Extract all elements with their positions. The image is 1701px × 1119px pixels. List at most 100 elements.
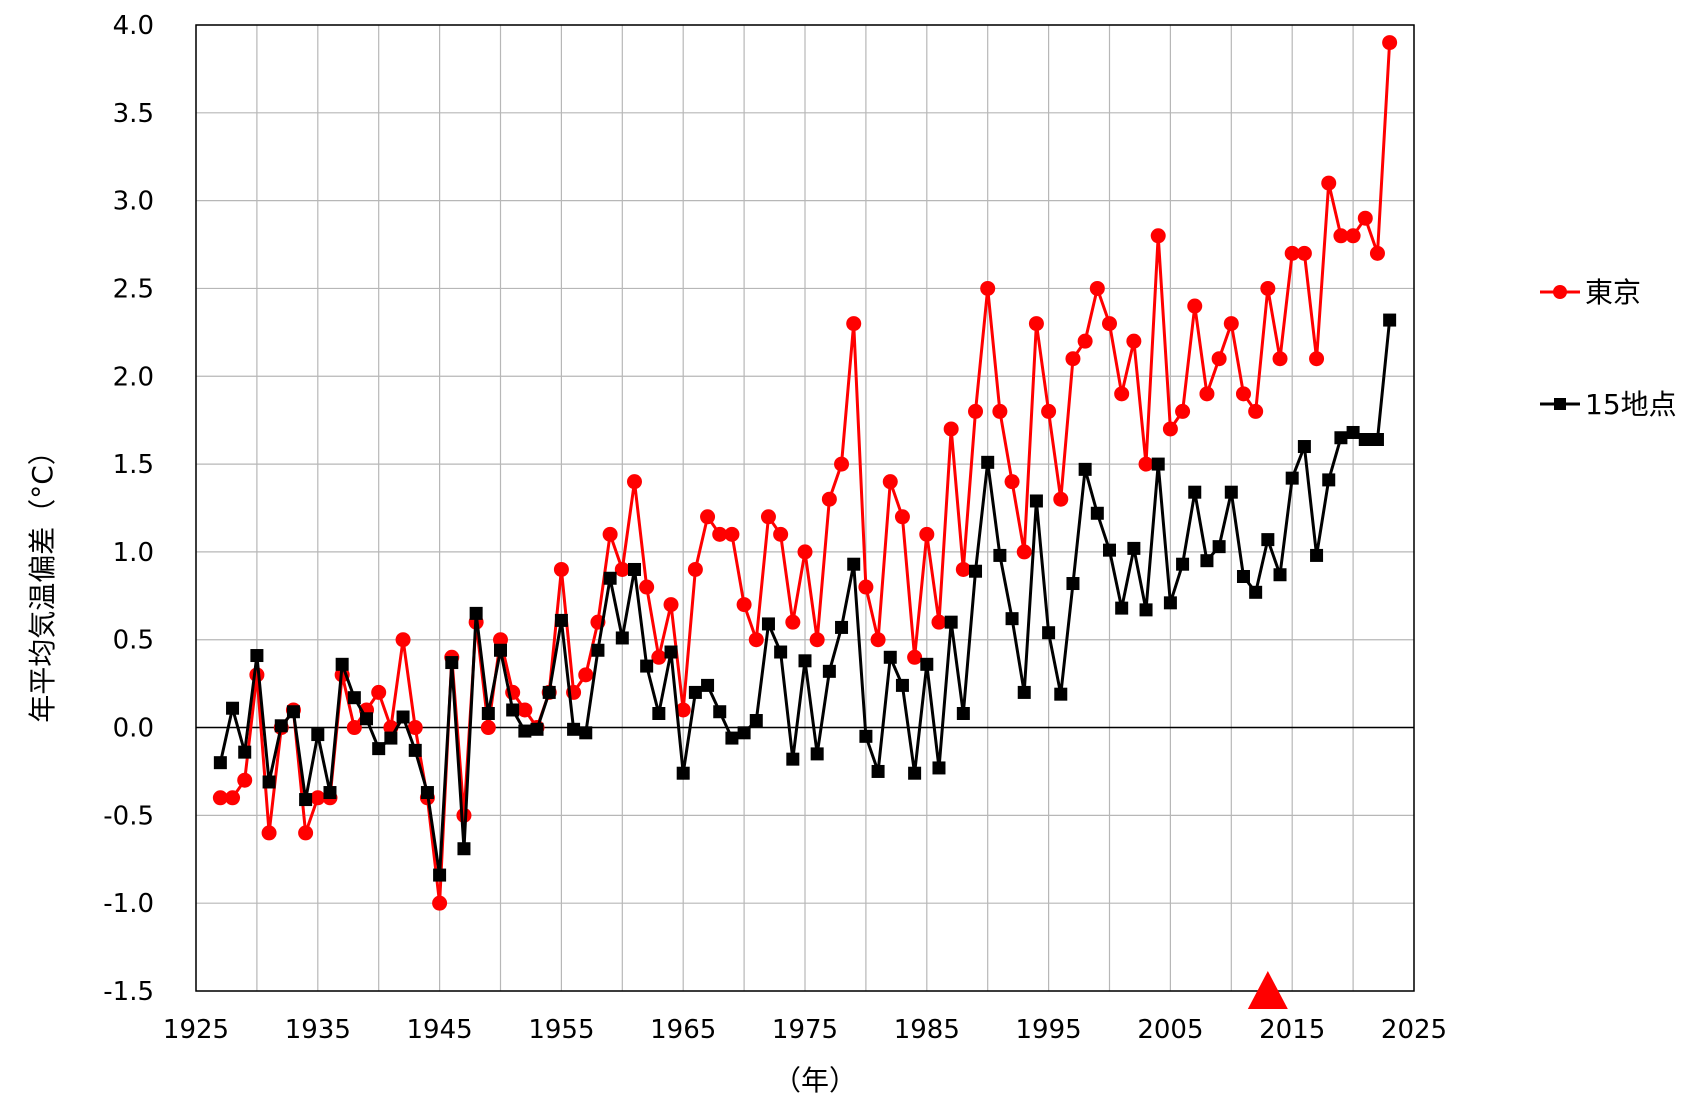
data-point-15-stations bbox=[494, 643, 507, 657]
data-point-15-stations bbox=[627, 562, 641, 576]
data-point-15-stations bbox=[725, 731, 739, 745]
data-point-tokyo bbox=[639, 579, 655, 595]
data-point-15-stations bbox=[1383, 313, 1397, 327]
x-tick-label: 2015 bbox=[1259, 1015, 1325, 1045]
data-point-tokyo bbox=[212, 790, 228, 806]
x-tick-label: 1925 bbox=[163, 1015, 229, 1045]
data-point-15-stations bbox=[262, 775, 276, 789]
data-point-tokyo bbox=[371, 684, 387, 700]
y-axis-title: 年平均気温偏差（°C） bbox=[26, 437, 59, 723]
data-point-tokyo bbox=[968, 403, 984, 419]
data-point-tokyo bbox=[736, 597, 752, 613]
year-marker-triangle bbox=[1247, 971, 1288, 1009]
data-point-15-stations bbox=[761, 617, 775, 631]
data-point-tokyo bbox=[614, 561, 630, 577]
data-point-15-stations bbox=[274, 719, 288, 733]
data-point-15-stations bbox=[1200, 554, 1214, 568]
data-point-tokyo bbox=[1187, 298, 1203, 314]
data-point-15-stations bbox=[859, 729, 873, 743]
data-point-15-stations bbox=[335, 657, 349, 671]
legend-label-15-stations: 15地点 bbox=[1585, 388, 1677, 421]
data-point-tokyo bbox=[943, 421, 959, 437]
data-point-tokyo bbox=[395, 632, 411, 648]
legend-marker-tokyo bbox=[1553, 285, 1567, 299]
data-point-tokyo bbox=[992, 403, 1008, 419]
data-point-15-stations bbox=[591, 643, 605, 657]
data-point-tokyo bbox=[712, 526, 728, 542]
data-point-15-stations bbox=[1066, 577, 1080, 591]
data-point-15-stations bbox=[1249, 585, 1263, 599]
data-point-15-stations bbox=[664, 645, 678, 659]
data-point-15-stations bbox=[238, 745, 252, 759]
data-point-tokyo bbox=[1284, 245, 1300, 261]
data-point-tokyo bbox=[1004, 474, 1020, 490]
legend-item-tokyo[interactable]: 東京 bbox=[1540, 276, 1641, 309]
data-point-15-stations bbox=[347, 691, 361, 705]
y-tick-label: -1.5 bbox=[103, 977, 154, 1007]
y-tick-label: 0.5 bbox=[113, 626, 154, 656]
data-point-tokyo bbox=[846, 316, 862, 332]
data-point-tokyo bbox=[517, 702, 533, 718]
data-point-tokyo bbox=[700, 509, 716, 525]
data-point-15-stations bbox=[433, 868, 447, 882]
data-point-tokyo bbox=[1211, 351, 1227, 367]
data-point-15-stations bbox=[822, 664, 836, 678]
data-point-tokyo bbox=[870, 632, 886, 648]
data-point-tokyo bbox=[1028, 316, 1044, 332]
y-tick-label: -0.5 bbox=[103, 801, 154, 831]
data-point-15-stations bbox=[676, 766, 690, 780]
legend-item-15-stations[interactable]: 15地点 bbox=[1540, 388, 1677, 421]
data-point-15-stations bbox=[530, 722, 544, 736]
data-point-tokyo bbox=[1223, 316, 1239, 332]
x-tick-label: 1945 bbox=[407, 1015, 473, 1045]
x-tick-label: 1965 bbox=[650, 1015, 716, 1045]
data-point-15-stations bbox=[920, 657, 934, 671]
data-point-15-stations bbox=[932, 761, 946, 775]
data-point-15-stations bbox=[883, 650, 897, 664]
data-point-15-stations bbox=[384, 731, 398, 745]
data-point-tokyo bbox=[1235, 386, 1251, 402]
data-point-15-stations bbox=[1346, 425, 1360, 439]
data-point-tokyo bbox=[1333, 228, 1349, 244]
data-point-15-stations bbox=[1273, 568, 1287, 582]
data-point-tokyo bbox=[980, 280, 996, 296]
data-point-15-stations bbox=[1139, 603, 1153, 617]
data-point-15-stations bbox=[567, 722, 581, 736]
data-point-15-stations bbox=[226, 701, 240, 715]
data-point-tokyo bbox=[919, 526, 935, 542]
data-point-15-stations bbox=[944, 615, 958, 629]
data-point-tokyo bbox=[1321, 175, 1337, 191]
y-tick-label: 4.0 bbox=[113, 11, 154, 41]
data-point-tokyo bbox=[1077, 333, 1093, 349]
y-tick-label: 3.0 bbox=[113, 187, 154, 217]
data-point-15-stations bbox=[420, 786, 434, 800]
data-point-15-stations bbox=[372, 742, 386, 756]
data-point-tokyo bbox=[480, 720, 496, 736]
data-point-15-stations bbox=[1151, 457, 1165, 471]
data-point-tokyo bbox=[1309, 351, 1325, 367]
y-tick-label: 1.5 bbox=[113, 450, 154, 480]
data-point-15-stations bbox=[895, 678, 909, 692]
data-point-15-stations bbox=[213, 756, 227, 770]
data-point-15-stations bbox=[969, 564, 983, 578]
plot-area-frame bbox=[195, 24, 1415, 992]
data-point-tokyo bbox=[225, 790, 241, 806]
data-point-tokyo bbox=[724, 526, 740, 542]
data-point-tokyo bbox=[834, 456, 850, 472]
data-point-15-stations bbox=[542, 685, 556, 699]
data-point-tokyo bbox=[809, 632, 825, 648]
x-tick-label: 2005 bbox=[1137, 1015, 1203, 1045]
data-point-15-stations bbox=[1224, 485, 1238, 499]
data-point-tokyo bbox=[346, 720, 362, 736]
data-point-15-stations bbox=[871, 764, 885, 778]
data-point-15-stations bbox=[323, 786, 337, 800]
data-point-tokyo bbox=[261, 825, 277, 841]
data-point-tokyo bbox=[1126, 333, 1142, 349]
data-point-15-stations bbox=[360, 712, 374, 726]
data-point-15-stations bbox=[640, 659, 654, 673]
x-tick-label: 1935 bbox=[285, 1015, 351, 1045]
data-point-15-stations bbox=[1127, 541, 1141, 555]
data-point-tokyo bbox=[858, 579, 874, 595]
data-point-15-stations bbox=[506, 703, 520, 717]
data-point-tokyo bbox=[882, 474, 898, 490]
